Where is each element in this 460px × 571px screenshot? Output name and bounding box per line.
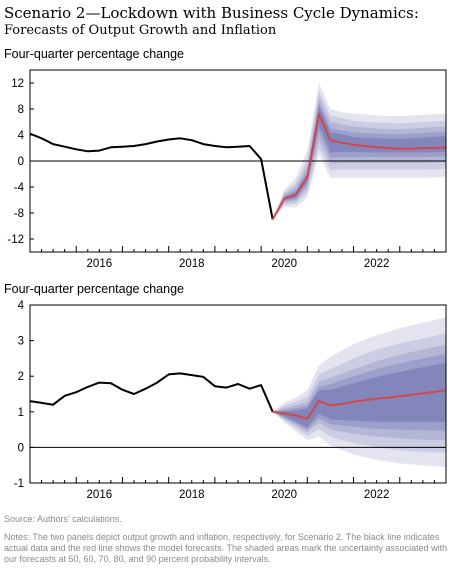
x-tick-label: 2016 bbox=[87, 258, 113, 270]
y-tick-label: 4 bbox=[18, 130, 25, 142]
panel1-ylabel: Four-quarter percentage change bbox=[4, 47, 184, 61]
chart-subtitle: Forecasts of Output Growth and Inflation bbox=[4, 23, 277, 38]
y-tick-label: 8 bbox=[18, 104, 24, 116]
actual-line-panel1 bbox=[29, 132, 274, 220]
y-tick-label: -4 bbox=[14, 182, 25, 194]
y-tick-label: 0 bbox=[18, 442, 24, 454]
x-tick-label: 2022 bbox=[364, 489, 390, 501]
y-tick-label: 2 bbox=[18, 371, 24, 383]
y-tick-label: -1 bbox=[14, 478, 24, 490]
inflation-chart: -1 0 1 2 3 4 2016 2018 2020 2022 bbox=[14, 300, 447, 501]
y-tick-label: 3 bbox=[18, 336, 24, 348]
y-tick-label: 1 bbox=[18, 407, 24, 419]
y-tick-label: -8 bbox=[14, 208, 24, 220]
source-note: Source: Authors’ calculations. bbox=[4, 514, 122, 524]
y-tick-label: 12 bbox=[11, 78, 24, 90]
output-growth-chart: -12 -8 -4 0 4 8 12 2016 2018 2020 2022 bbox=[7, 69, 447, 270]
chart-title-block: Scenario 2—Lockdown with Business Cycle … bbox=[4, 4, 456, 40]
x-tick-label: 2022 bbox=[364, 258, 390, 270]
x-tick-label: 2016 bbox=[87, 489, 113, 501]
x-tick-label: 2018 bbox=[179, 489, 205, 501]
chart-title: Scenario 2—Lockdown with Business Cycle … bbox=[4, 4, 419, 22]
panel2-ylabel: Four-quarter percentage change bbox=[4, 282, 184, 296]
notes-text: Notes: The two panels depict output grow… bbox=[4, 532, 448, 564]
y-tick-label: 0 bbox=[18, 156, 24, 168]
x-tick-label: 2018 bbox=[179, 258, 205, 270]
x-tick-label: 2020 bbox=[271, 489, 297, 501]
band-p50-panel2 bbox=[272, 362, 446, 428]
x-tick-label: 2020 bbox=[271, 258, 297, 270]
actual-line-panel2 bbox=[29, 372, 274, 413]
forecast-line-panel1 bbox=[271, 113, 447, 220]
y-tick-label: 4 bbox=[18, 300, 25, 312]
y-tick-label: -12 bbox=[7, 234, 24, 246]
forecast-line-panel2 bbox=[272, 389, 447, 420]
